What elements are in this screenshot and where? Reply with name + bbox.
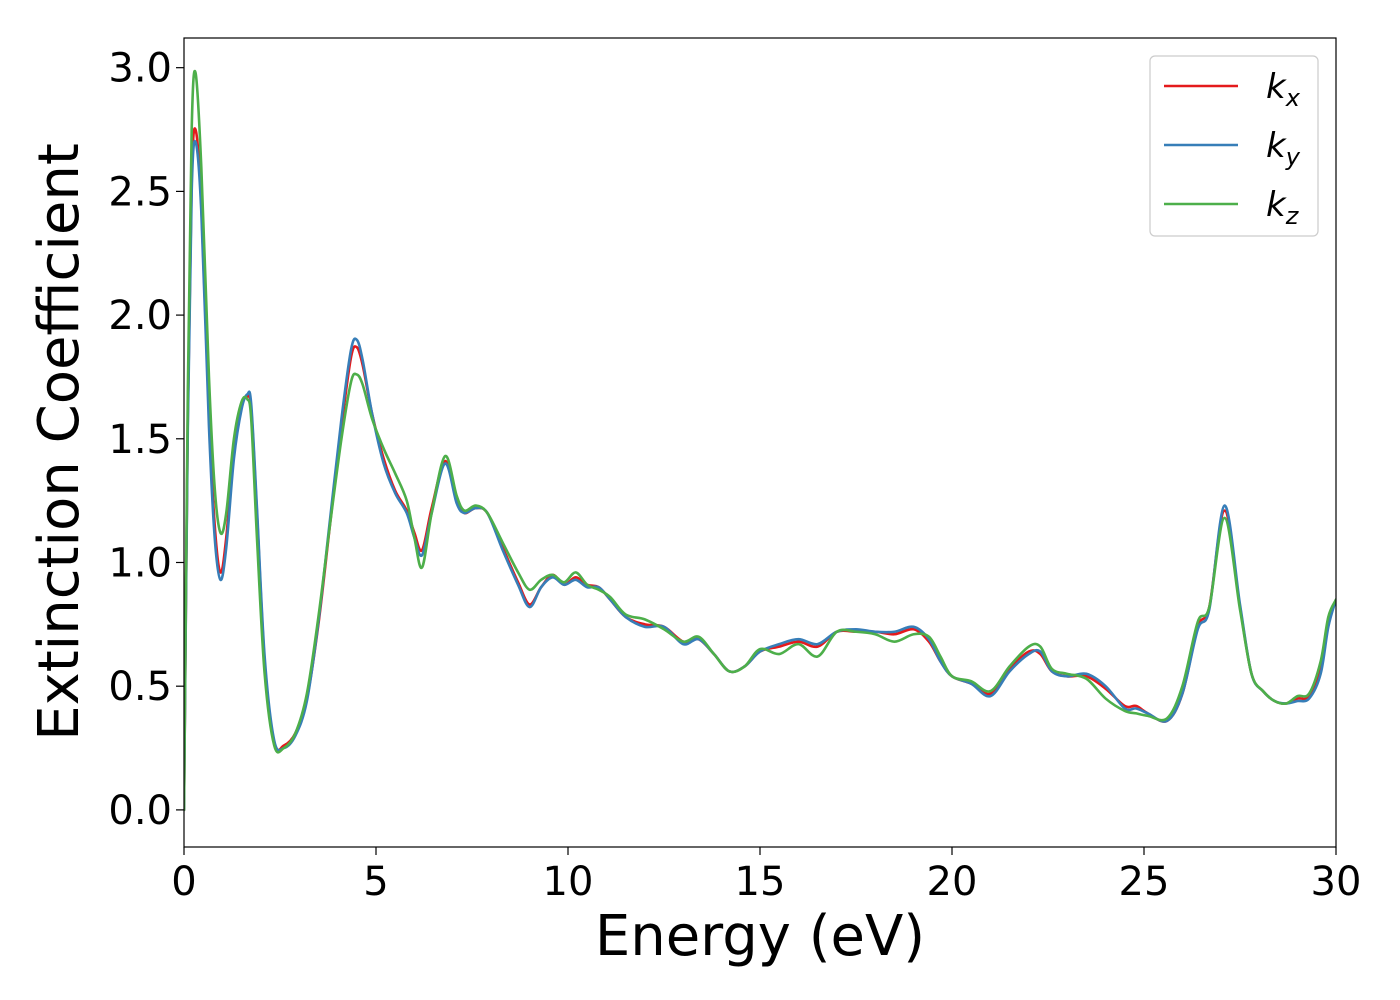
y-tick-label: 2.5	[108, 169, 172, 215]
x-tick-label: 30	[1311, 859, 1362, 905]
y-tick-label: 3.0	[108, 46, 172, 92]
legend-label-subscript: z	[1285, 202, 1300, 230]
y-tick-label: 2.0	[108, 293, 172, 339]
y-tick-label: 0.0	[108, 788, 172, 834]
x-tick-label: 15	[735, 859, 786, 905]
y-tick-label: 1.5	[108, 417, 172, 463]
y-axis: 0.0 0.5 1.0 1.5 2.0 2.5 3.0	[108, 46, 184, 834]
legend-label-y: ky	[1266, 126, 1301, 171]
legend-label-subscript: x	[1285, 84, 1301, 112]
y-axis-label: Extinction Coefficient	[27, 143, 92, 741]
legend-label-base: k	[1266, 126, 1287, 166]
legend-label-base: k	[1266, 67, 1287, 107]
y-tick-label: 1.0	[108, 540, 172, 586]
x-tick-label: 20	[927, 859, 978, 905]
x-tick-label: 0	[171, 859, 196, 905]
y-tick-label: 0.5	[108, 664, 172, 710]
legend-label-z: kz	[1266, 185, 1300, 230]
legend-label-base: k	[1266, 185, 1287, 225]
x-tick-label: 5	[363, 859, 388, 905]
legend-label-subscript: y	[1285, 143, 1301, 171]
x-axis-label: Energy (eV)	[595, 904, 925, 969]
x-tick-label: 25	[1119, 859, 1170, 905]
series-line-z	[184, 69, 1336, 812]
x-axis: 0 5 10 15 20 25 30	[171, 847, 1361, 905]
legend-label-x: kx	[1266, 67, 1301, 112]
series-layer	[184, 69, 1336, 812]
x-tick-label: 10	[543, 859, 594, 905]
